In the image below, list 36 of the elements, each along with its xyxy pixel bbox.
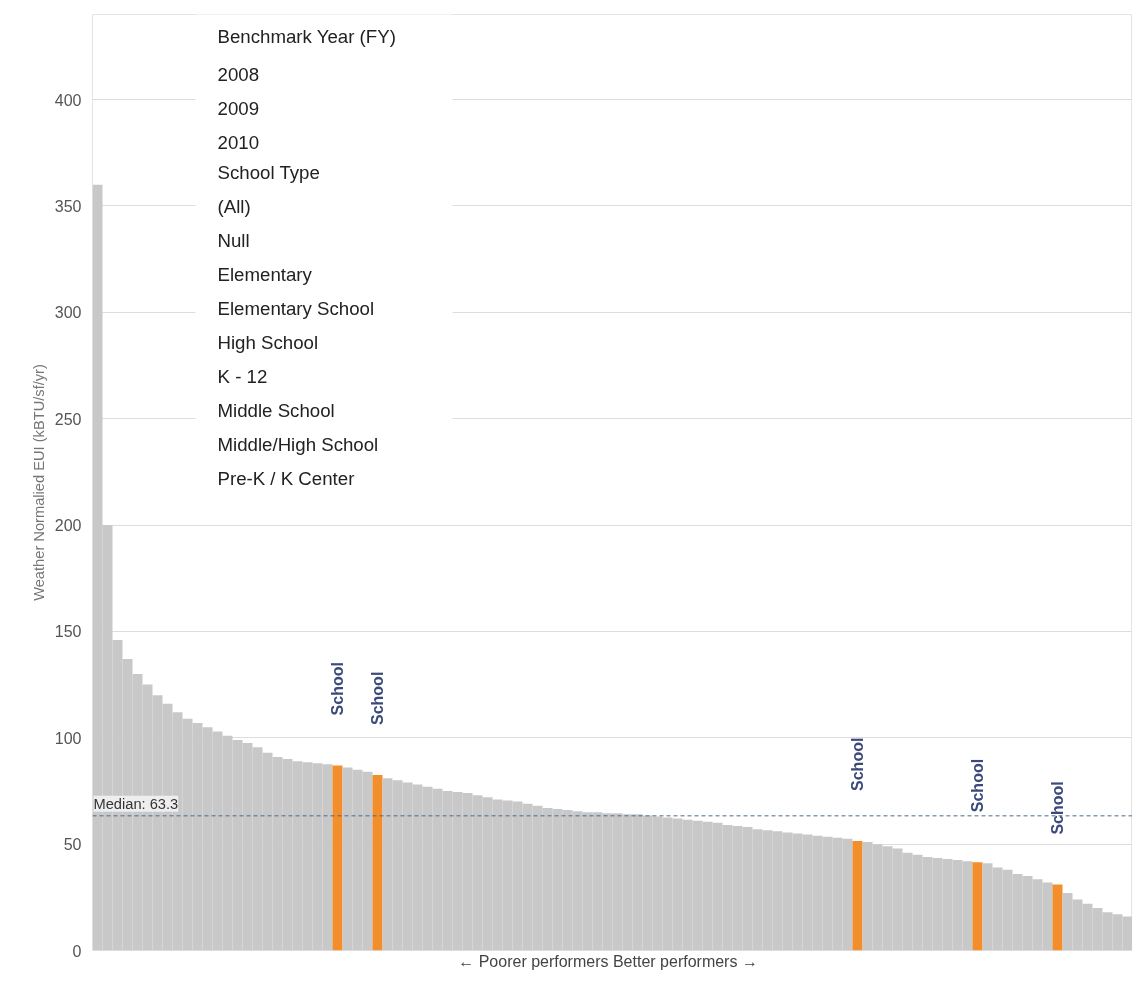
x-axis-title: ← Poorer performers Better performers → <box>458 952 758 970</box>
y-tick-label: 400 <box>54 91 82 109</box>
y-tick-label: 350 <box>54 197 82 215</box>
bar <box>332 765 343 951</box>
y-tick-label: 0 <box>72 942 82 960</box>
annotation: Elementary <box>217 263 313 285</box>
annotation: Null <box>217 229 250 251</box>
annotation: Benchmark Year (FY) <box>217 25 396 47</box>
y-tick-label: 200 <box>54 517 82 535</box>
annotation: Pre-K / K Center <box>217 467 355 489</box>
data-label: School <box>849 737 866 791</box>
data-label: School <box>1049 781 1066 835</box>
bar <box>372 775 383 951</box>
bar <box>1052 884 1063 951</box>
y-axis-title: Weather Normalied EUI (kBTU/sf/yr) <box>30 364 47 601</box>
annotation: K - 12 <box>217 365 268 387</box>
annotation: Middle School <box>217 399 335 421</box>
annotation: 2010 <box>217 131 260 153</box>
annotation: (All) <box>217 195 251 217</box>
data-label: School <box>329 662 346 716</box>
bar <box>972 862 983 951</box>
y-tick-label: 50 <box>63 836 82 854</box>
annotation: 2009 <box>217 97 260 119</box>
y-tick-label: 150 <box>54 623 82 641</box>
data-label: School <box>969 758 986 813</box>
annotation: School Type <box>217 161 320 183</box>
y-tick-label: 250 <box>54 410 82 428</box>
y-tick-label: 100 <box>54 729 82 747</box>
ref-line-label: Median: 63.3 <box>93 795 179 812</box>
annotation: Elementary School <box>217 297 375 319</box>
annotation: 2008 <box>217 63 260 85</box>
annotation: Middle/High School <box>217 433 379 455</box>
data-label: School <box>369 671 386 725</box>
y-tick-label: 300 <box>54 304 82 322</box>
bar <box>852 840 863 951</box>
annotation: High School <box>217 331 319 353</box>
